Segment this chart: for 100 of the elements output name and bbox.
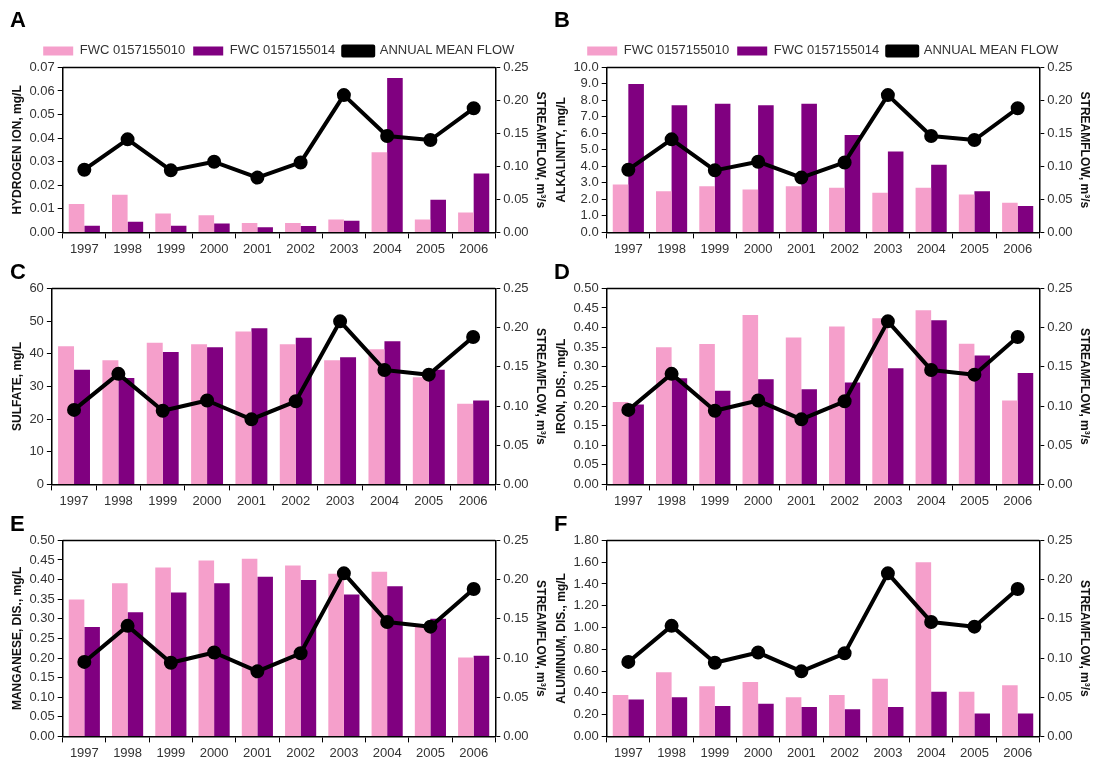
bar — [458, 657, 474, 736]
y2-tick-label: 0.15 — [1047, 124, 1073, 140]
x-tick-label: 2006 — [458, 492, 488, 508]
bar — [714, 705, 731, 736]
x-tick-label: 2001 — [242, 240, 272, 256]
y2-tick-label: 0.00 — [1047, 727, 1073, 743]
bar — [785, 697, 802, 736]
bar — [473, 655, 490, 736]
y2-tick-label: 0.20 — [503, 571, 529, 587]
bar — [207, 347, 224, 484]
y2-tick-label: 0.10 — [1047, 157, 1073, 173]
bar — [887, 151, 904, 232]
bar — [428, 369, 445, 484]
y2-tick-label: 0.25 — [1047, 58, 1073, 74]
y-tick-label: 7.0 — [580, 108, 599, 124]
y2-tick-label: 0.10 — [1047, 397, 1073, 413]
y2-tick-label: 0.15 — [1047, 610, 1073, 626]
y-tick-label: 8.0 — [580, 91, 599, 107]
bar — [387, 78, 403, 232]
point — [794, 664, 809, 679]
bar — [414, 626, 431, 736]
bar — [279, 344, 296, 484]
bar — [384, 341, 401, 484]
bar — [1002, 202, 1018, 232]
bar — [198, 215, 215, 232]
y2-tick-label: 0.15 — [503, 358, 529, 374]
x-tick-label: 2000 — [743, 744, 773, 760]
y-tick-label: 0.05 — [29, 106, 55, 122]
x-tick-label: 1997 — [613, 744, 643, 760]
y2-axis-title: STREAMFLOW, m³/s — [534, 91, 549, 209]
point — [707, 655, 722, 670]
y2-tick-label: 0.20 — [503, 319, 529, 335]
bar — [958, 194, 975, 232]
bar — [887, 368, 904, 484]
y-tick-label: 1.60 — [573, 553, 599, 569]
y2-tick-label: 0.15 — [503, 124, 529, 140]
y-tick-label: 4.0 — [580, 157, 599, 173]
x-tick-label: 2006 — [1003, 744, 1033, 760]
bar — [714, 103, 731, 232]
x-tick-label: 2002 — [830, 744, 860, 760]
bar — [699, 186, 715, 232]
point — [163, 655, 178, 670]
bar — [844, 709, 861, 736]
bar — [458, 212, 474, 232]
y2-tick-label: 0.05 — [1047, 688, 1073, 704]
bar — [430, 199, 446, 232]
bar — [235, 331, 252, 484]
y-tick-label: 30 — [29, 377, 44, 393]
y-tick-label: 0.45 — [573, 299, 599, 315]
bar — [628, 699, 644, 736]
legend-label: FWC 0157155010 — [79, 42, 186, 58]
point — [924, 362, 939, 377]
point — [200, 393, 215, 408]
x-tick-label: 2006 — [1003, 240, 1033, 256]
point — [250, 664, 265, 679]
bar — [430, 618, 446, 736]
x-tick-label: 2002 — [830, 492, 860, 508]
y-tick-label: 0.02 — [29, 176, 55, 192]
x-tick-label: 2006 — [1003, 492, 1033, 508]
x-tick-label: 2004 — [916, 744, 946, 760]
y-tick-label: 0.25 — [29, 629, 55, 645]
y2-tick-label: 0.20 — [1047, 571, 1073, 587]
x-tick-label: 2003 — [873, 240, 903, 256]
bar — [214, 223, 230, 232]
bar — [74, 369, 90, 484]
y-tick-label: 0.60 — [573, 662, 599, 678]
bar — [758, 703, 774, 736]
y-tick-label: 0.03 — [29, 153, 55, 169]
point — [967, 133, 982, 147]
x-tick-label: 1999 — [148, 492, 178, 508]
y-tick-label: 0.40 — [573, 319, 599, 335]
bar — [974, 713, 990, 736]
y-tick-label: 9.0 — [580, 75, 599, 91]
point — [664, 366, 679, 381]
y-axis-title: SULFATE, mg/L — [9, 341, 24, 431]
point — [67, 402, 82, 417]
bar — [58, 346, 75, 484]
point — [967, 367, 982, 382]
point — [837, 394, 852, 409]
bar — [155, 567, 171, 736]
bar — [628, 404, 644, 484]
bar — [785, 337, 802, 484]
bar — [656, 672, 672, 736]
bar — [1017, 713, 1034, 736]
x-tick-label: 2002 — [286, 240, 316, 256]
x-tick-label: 2005 — [959, 240, 989, 256]
y2-tick-label: 0.15 — [1047, 358, 1073, 374]
bar — [612, 184, 629, 232]
y-tick-label: 60 — [29, 279, 44, 295]
bar — [257, 576, 273, 736]
y-tick-label: 1.80 — [573, 531, 599, 547]
y-tick-label: 0.20 — [29, 649, 55, 665]
x-tick-label: 1997 — [613, 240, 643, 256]
point — [120, 132, 135, 147]
bar — [214, 583, 230, 736]
bar — [758, 379, 774, 484]
bar — [801, 389, 817, 484]
bar — [285, 222, 301, 232]
bar — [872, 678, 888, 736]
x-tick-label: 2003 — [873, 492, 903, 508]
